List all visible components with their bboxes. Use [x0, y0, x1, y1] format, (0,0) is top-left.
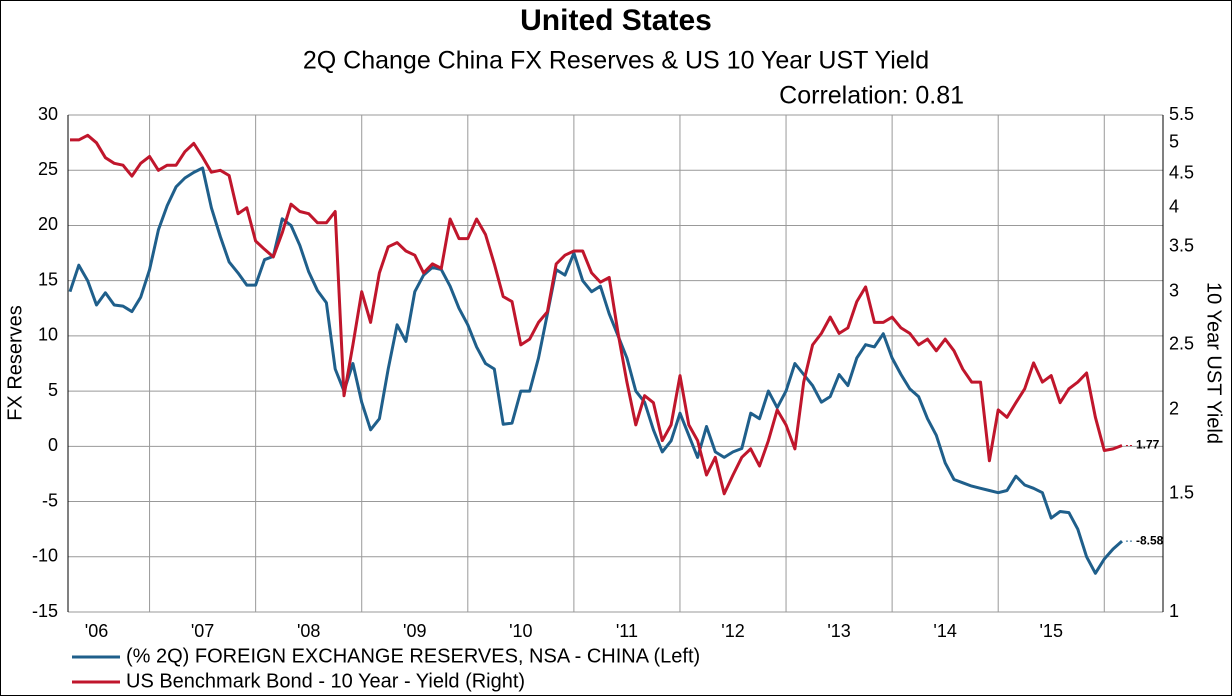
- series-line: [70, 133, 1123, 496]
- y2-tick-label: 1.5: [1169, 483, 1194, 503]
- y-tick-label: 10: [38, 325, 58, 345]
- x-tick-label: '11: [616, 621, 638, 641]
- chart-subtitle: 2Q Change China FX Reserves & US 10 Year…: [303, 47, 929, 75]
- y-tick-label: -10: [32, 546, 58, 566]
- y2-tick-label: 4: [1169, 197, 1179, 217]
- y2-axis-label: 10 Year UST Yield: [1203, 282, 1225, 444]
- y2-tick-label: 3: [1169, 280, 1179, 300]
- y2-tick-label: 2.5: [1169, 334, 1194, 354]
- x-tick-label: '12: [721, 621, 744, 641]
- x-tick-label: '07: [191, 621, 214, 641]
- end-label: -8.58: [1136, 533, 1164, 547]
- y-tick-label: 20: [38, 214, 58, 234]
- annotation: Correlation: 0.81: [779, 82, 964, 110]
- y-tick-label: 5: [48, 380, 58, 400]
- x-tick-label: '13: [827, 621, 850, 641]
- x-tick-label: '14: [933, 621, 956, 641]
- series-line: [68, 166, 1123, 575]
- x-tick-label: '10: [509, 621, 532, 641]
- y-tick-label: -5: [42, 490, 58, 510]
- y-tick-label: 0: [48, 435, 58, 455]
- y2-tick-label: 2: [1169, 399, 1179, 419]
- y-tick-label: 25: [38, 159, 58, 179]
- x-tick-label: '15: [1040, 621, 1063, 641]
- y-tick-label: -15: [32, 601, 58, 621]
- y2-tick-label: 1: [1169, 601, 1179, 621]
- x-tick-label: '06: [85, 621, 108, 641]
- y2-tick-label: 4.5: [1169, 162, 1194, 182]
- legend-label: (% 2Q) FOREIGN EXCHANGE RESERVES, NSA - …: [126, 645, 700, 667]
- y-tick-label: 30: [38, 104, 58, 124]
- end-label: 1.77: [1136, 438, 1160, 452]
- y-tick-label: 15: [38, 269, 58, 289]
- y2-tick-label: 5: [1169, 132, 1179, 152]
- x-tick-label: '08: [297, 621, 320, 641]
- y2-tick-label: 5.5: [1169, 104, 1194, 124]
- y2-tick-label: 3.5: [1169, 236, 1194, 256]
- y-axis-label: FX Reserves: [4, 305, 26, 421]
- chart-title: United States: [520, 4, 712, 37]
- legend-label: US Benchmark Bond - 10 Year - Yield (Rig…: [126, 670, 525, 692]
- x-tick-label: '09: [403, 621, 426, 641]
